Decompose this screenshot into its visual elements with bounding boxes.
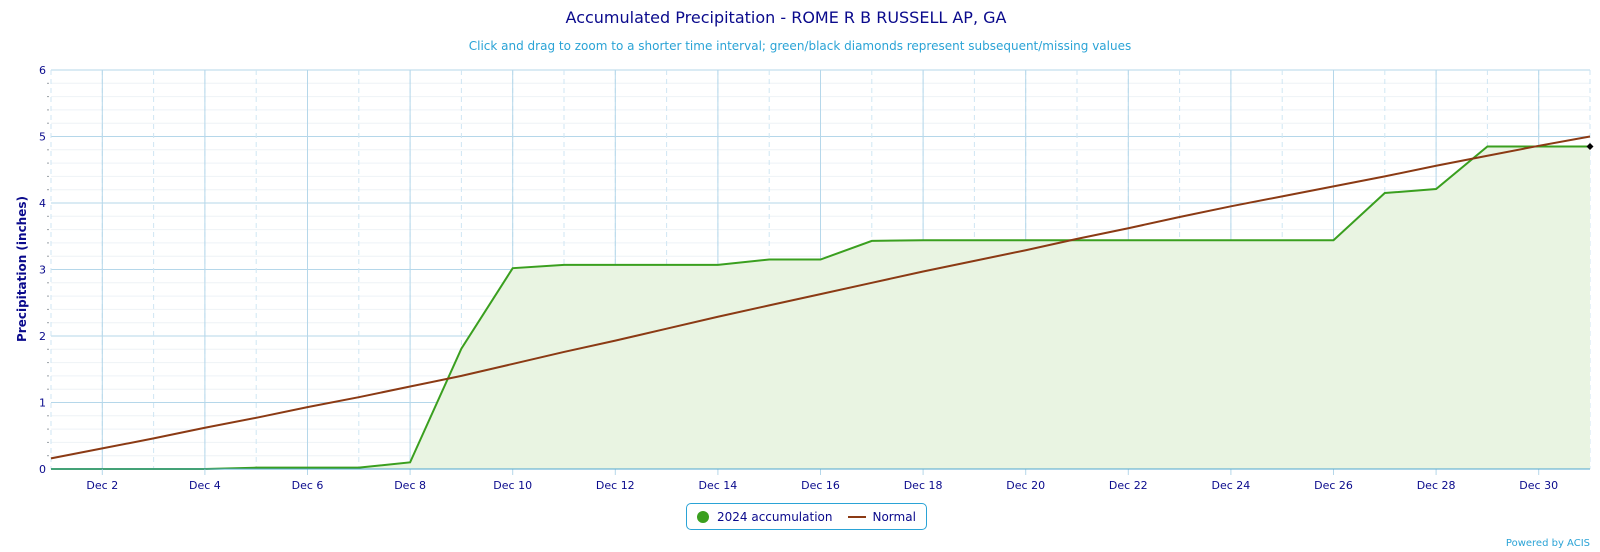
accumulation-point[interactable] (408, 460, 412, 464)
normal-line-icon (848, 515, 867, 518)
x-tick-label: Dec 26 (1314, 479, 1353, 492)
accumulation-point[interactable] (459, 347, 463, 351)
accumulation-point[interactable] (1332, 238, 1336, 242)
x-tick-label: Dec 2 (86, 479, 118, 492)
y-axis-title: Precipitation (inches) (15, 196, 29, 342)
accumulation-point[interactable] (716, 263, 720, 267)
normal-point[interactable] (459, 374, 463, 378)
x-tick-label: Dec 4 (189, 479, 221, 492)
x-tick-label: Dec 10 (493, 479, 532, 492)
accumulation-point[interactable] (1485, 144, 1489, 148)
accumulation-area (51, 146, 1590, 469)
x-tick-label: Dec 14 (699, 479, 738, 492)
accumulation-line[interactable] (51, 145, 1590, 470)
missing-value-diamond-marker[interactable] (1586, 142, 1594, 150)
accumulation-point[interactable] (1434, 187, 1438, 191)
chart-title: Accumulated Precipitation - ROME R B RUS… (566, 8, 1007, 27)
plot-area[interactable] (49, 135, 1594, 472)
normal-point[interactable] (306, 405, 310, 409)
accumulation-point[interactable] (613, 263, 617, 267)
normal-point[interactable] (819, 292, 823, 296)
legend-item-accumulation[interactable]: 2024 accumulation (697, 510, 832, 524)
chart-subtitle: Click and drag to zoom to a shorter time… (469, 39, 1131, 53)
accumulation-point[interactable] (1126, 238, 1130, 242)
x-axis: Dec 2 Dec 4 Dec 6 Dec 8 Dec 10 Dec 12 Dec 14 De… (51, 468, 1590, 492)
accumulation-point[interactable] (921, 238, 925, 242)
accumulation-point[interactable] (1178, 238, 1182, 242)
normal-point[interactable] (1280, 194, 1284, 198)
normal-point[interactable] (562, 350, 566, 354)
y-tick-label: 3 (39, 264, 46, 277)
accumulation-dot-icon (697, 510, 709, 523)
y-tick-label: 5 (39, 131, 46, 144)
x-tick-label: Dec 16 (801, 479, 840, 492)
normal-point[interactable] (716, 315, 720, 319)
normal-point[interactable] (1075, 237, 1079, 241)
x-tick-label: Dec 6 (292, 479, 324, 492)
x-tick-label: Dec 18 (904, 479, 943, 492)
normal-point[interactable] (1332, 184, 1336, 188)
y-tick-label: 6 (39, 64, 46, 77)
normal-point[interactable] (152, 436, 156, 440)
normal-point[interactable] (203, 426, 207, 430)
y-tick-label: 0 (39, 463, 46, 476)
normal-point[interactable] (767, 303, 771, 307)
y-axis: 0 1 2 3 4 5 6 (39, 64, 46, 476)
accumulation-point[interactable] (511, 266, 515, 270)
normal-point[interactable] (100, 446, 104, 450)
y-tick-label: 4 (39, 197, 46, 210)
x-tick-label: Dec 12 (596, 479, 635, 492)
normal-point[interactable] (1229, 204, 1233, 208)
legend: 2024 accumulation Normal (686, 503, 927, 530)
accumulation-point[interactable] (1229, 238, 1233, 242)
normal-point[interactable] (511, 362, 515, 366)
normal-point[interactable] (972, 259, 976, 263)
normal-point[interactable] (49, 456, 53, 460)
accumulation-point[interactable] (1383, 191, 1387, 195)
accumulation-point[interactable] (767, 258, 771, 262)
y-tick-label: 1 (39, 397, 46, 410)
normal-point[interactable] (1126, 226, 1130, 230)
x-tick-label: Dec 30 (1519, 479, 1558, 492)
legend-label-normal: Normal (872, 509, 916, 524)
normal-point[interactable] (1024, 248, 1028, 252)
accumulation-point[interactable] (562, 263, 566, 267)
normal-point[interactable] (1588, 135, 1592, 139)
accumulation-point[interactable] (819, 258, 823, 262)
normal-point[interactable] (870, 281, 874, 285)
normal-point[interactable] (1383, 174, 1387, 178)
normal-point[interactable] (613, 339, 617, 343)
accumulation-point[interactable] (665, 263, 669, 267)
normal-point[interactable] (254, 416, 258, 420)
legend-label-accumulation: 2024 accumulation (717, 509, 833, 524)
x-tick-label: Dec 22 (1109, 479, 1148, 492)
normal-line[interactable] (50, 135, 1591, 460)
x-tick-label: Dec 28 (1417, 479, 1456, 492)
accumulation-point[interactable] (1024, 238, 1028, 242)
x-tick-label: Dec 24 (1212, 479, 1251, 492)
normal-point[interactable] (921, 269, 925, 273)
x-tick-label: Dec 20 (1006, 479, 1045, 492)
normal-point[interactable] (1434, 164, 1438, 168)
y-tick-label: 2 (39, 330, 46, 343)
normal-point[interactable] (357, 395, 361, 399)
accumulation-point[interactable] (972, 238, 976, 242)
normal-point[interactable] (1178, 215, 1182, 219)
normal-point[interactable] (665, 327, 669, 331)
normal-point[interactable] (1485, 154, 1489, 158)
legend-item-normal[interactable]: Normal (848, 509, 916, 524)
accumulation-point[interactable] (870, 239, 874, 243)
accumulation-point[interactable] (1280, 238, 1284, 242)
credit-link[interactable]: Powered by ACIS (1506, 538, 1590, 549)
x-tick-label: Dec 8 (394, 479, 426, 492)
normal-point[interactable] (408, 385, 412, 389)
normal-point[interactable] (1537, 144, 1541, 148)
